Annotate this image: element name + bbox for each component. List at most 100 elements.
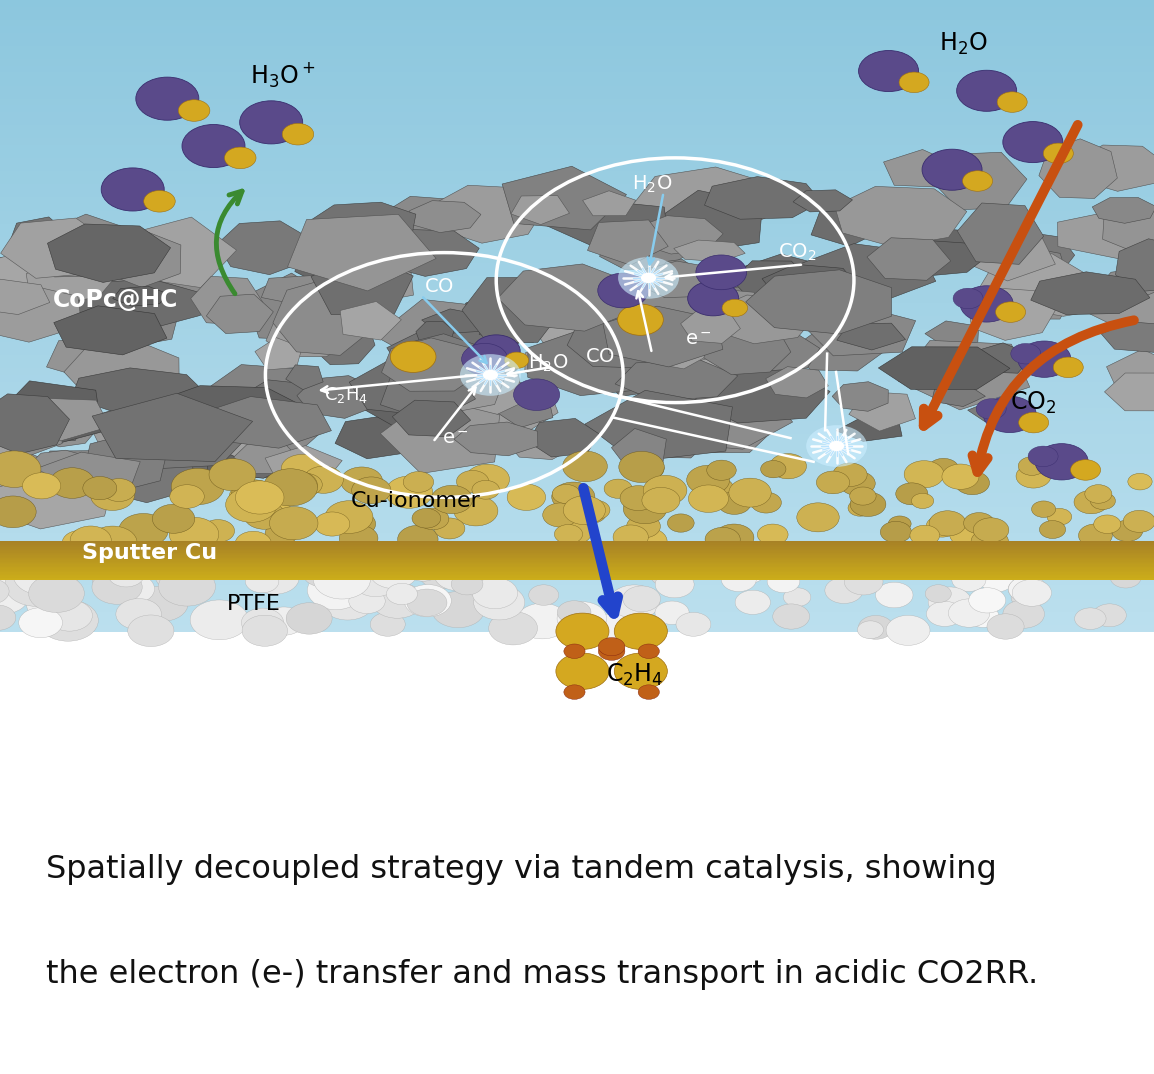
Polygon shape [655,190,763,252]
Circle shape [472,480,500,499]
Text: CoPc@HC: CoPc@HC [53,288,178,311]
Circle shape [859,615,893,639]
Circle shape [628,528,667,554]
Polygon shape [505,288,591,324]
Polygon shape [804,305,915,355]
Polygon shape [0,444,48,482]
Bar [0,632,1154,789]
Polygon shape [209,364,317,407]
Circle shape [964,512,995,534]
Circle shape [40,561,80,587]
Polygon shape [272,278,370,355]
Circle shape [620,485,657,510]
Polygon shape [567,295,623,333]
Polygon shape [7,217,72,268]
Bar [0,329,1154,335]
Polygon shape [287,215,436,291]
Circle shape [973,518,1009,542]
Bar [0,577,1154,578]
Bar [0,567,1154,568]
Bar [0,309,1154,316]
Bar [0,289,1154,296]
Polygon shape [92,393,253,462]
Bar [0,415,1154,421]
Circle shape [627,514,660,538]
Circle shape [957,70,1017,112]
Polygon shape [69,261,211,308]
Polygon shape [113,407,164,433]
Circle shape [115,598,162,629]
Circle shape [912,493,934,509]
Circle shape [886,615,930,645]
Bar [0,572,1154,574]
Bar [0,563,1154,565]
Polygon shape [638,216,724,255]
Polygon shape [1100,268,1154,299]
Circle shape [190,600,248,640]
Polygon shape [410,334,473,371]
Circle shape [553,484,580,504]
Bar [0,717,1154,724]
Circle shape [136,77,198,120]
Circle shape [563,496,606,524]
Circle shape [432,592,485,627]
Circle shape [1111,520,1142,541]
Polygon shape [17,398,110,440]
Bar [0,500,1154,507]
Circle shape [62,531,98,555]
Circle shape [136,586,188,622]
Bar [0,554,1154,555]
Bar [0,557,1154,560]
Bar [0,606,1154,612]
Polygon shape [958,203,1043,264]
Circle shape [1012,579,1051,606]
Bar [0,763,1154,770]
Circle shape [816,471,849,494]
Circle shape [1047,508,1072,525]
Circle shape [369,555,418,589]
Polygon shape [113,429,209,482]
Circle shape [609,585,660,620]
Polygon shape [310,202,415,242]
Text: $\rm CO$: $\rm CO$ [585,347,615,365]
Circle shape [158,567,216,606]
Bar [0,440,1154,447]
Bar [0,191,1154,198]
Polygon shape [1031,272,1149,315]
Circle shape [463,567,508,598]
Bar [0,619,1154,625]
Bar [0,562,1154,563]
Polygon shape [382,338,482,391]
Bar [0,560,1154,566]
Circle shape [651,564,682,586]
Bar [0,777,1154,783]
Circle shape [889,516,912,532]
Bar [0,730,1154,737]
Circle shape [457,470,488,493]
Polygon shape [462,277,563,343]
Polygon shape [655,313,736,362]
Bar [0,217,1154,223]
Polygon shape [0,401,88,444]
Polygon shape [69,357,119,382]
Bar [0,770,1154,777]
Circle shape [577,504,606,523]
Bar [0,139,1154,145]
Circle shape [564,644,585,658]
Bar [0,171,1154,177]
Circle shape [0,451,40,488]
Polygon shape [479,306,545,344]
Polygon shape [704,322,790,375]
Bar [0,362,1154,368]
Circle shape [688,281,739,316]
Polygon shape [585,390,733,462]
Bar [0,585,1154,592]
Bar [0,46,1154,53]
Polygon shape [47,224,171,282]
Circle shape [304,466,344,493]
Polygon shape [0,274,61,337]
Text: $\rm CO_2$: $\rm CO_2$ [1010,390,1056,416]
Circle shape [542,503,578,527]
Circle shape [687,465,729,495]
Polygon shape [639,400,688,417]
